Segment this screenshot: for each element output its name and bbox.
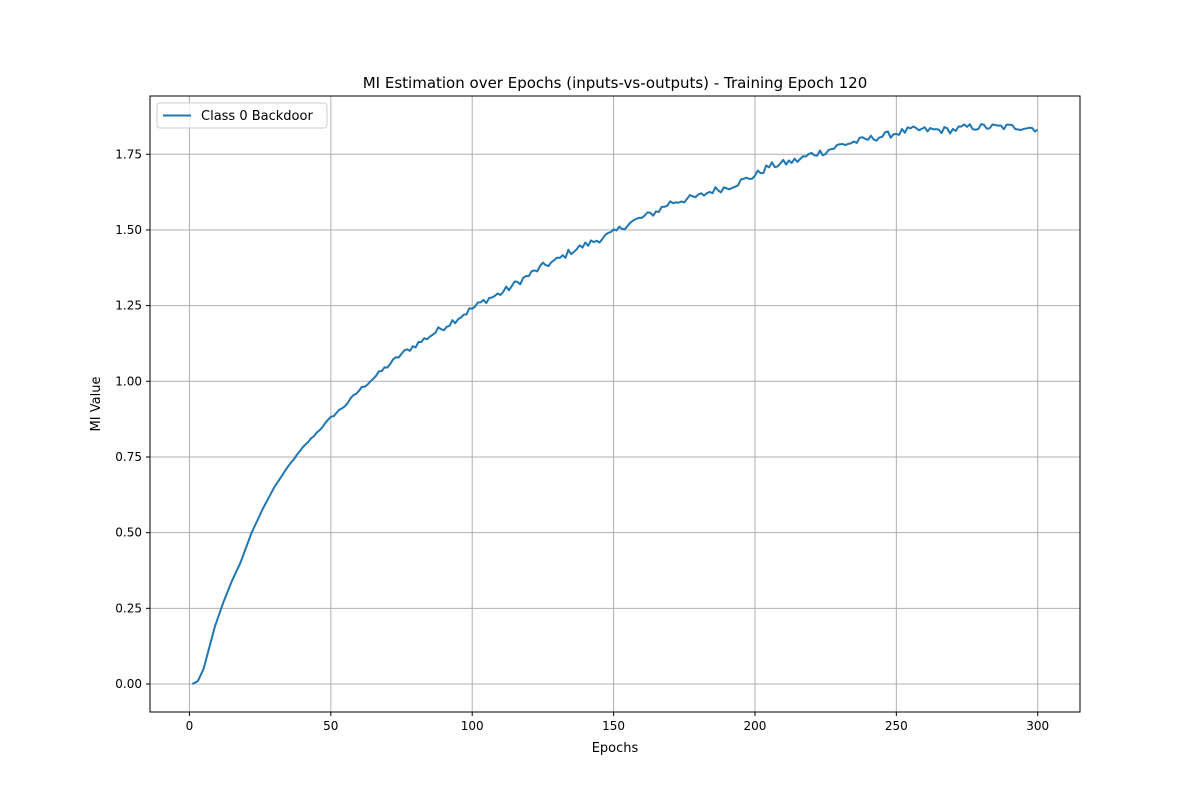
ticks: 0 50 100 150 200 250 300 0.00 0.25 0.50 0.75 1.00 1.… bbox=[115, 147, 1049, 733]
y-tick-label: 0.25 bbox=[115, 601, 142, 615]
plot-frame bbox=[149, 95, 1081, 713]
y-tick-label: 1.00 bbox=[115, 374, 142, 388]
y-tick-label: 0.75 bbox=[115, 450, 142, 464]
x-tick-label: 0 bbox=[186, 719, 194, 733]
series-layer bbox=[191, 123, 1039, 685]
x-tick-label: 300 bbox=[1026, 719, 1049, 733]
x-tick-label: 250 bbox=[885, 719, 908, 733]
x-tick-label: 200 bbox=[744, 719, 767, 733]
y-tick-label: 0.00 bbox=[115, 677, 142, 691]
x-tick-label: 50 bbox=[323, 719, 338, 733]
y-tick-label: 0.50 bbox=[115, 526, 142, 540]
legend-label: Class 0 Backdoor bbox=[201, 109, 313, 124]
series-line-class-0-backdoor bbox=[191, 123, 1039, 685]
chart-title: MI Estimation over Epochs (inputs-vs-out… bbox=[363, 74, 868, 92]
x-tick-label: 150 bbox=[602, 719, 625, 733]
y-axis-label: MI Value bbox=[89, 377, 104, 432]
y-tick-label: 1.75 bbox=[115, 147, 142, 161]
y-tick-label: 1.25 bbox=[115, 299, 142, 313]
x-axis-label: Epochs bbox=[592, 741, 639, 756]
x-tick-label: 100 bbox=[461, 719, 484, 733]
legend-frame bbox=[156, 102, 328, 129]
legend: Class 0 Backdoor bbox=[156, 102, 328, 129]
y-tick-label: 1.50 bbox=[115, 223, 142, 237]
